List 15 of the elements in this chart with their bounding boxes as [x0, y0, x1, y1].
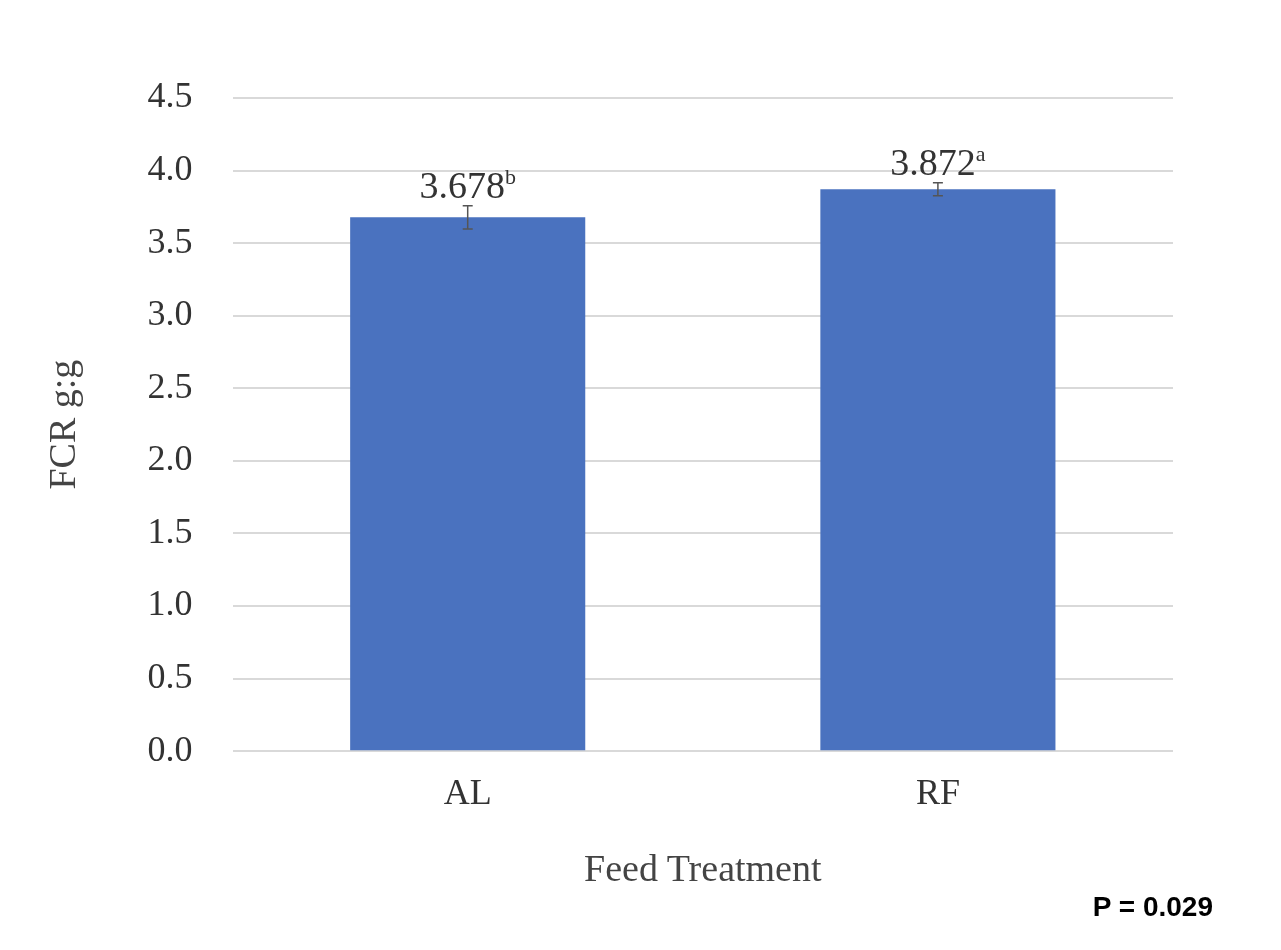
y-tick-label: 0.5: [147, 656, 193, 697]
y-tick-label: 0.0: [147, 728, 193, 769]
y-tick-label: 3.5: [147, 220, 193, 261]
y-tick-label: 2.0: [147, 438, 193, 479]
y-tick-label: 4.0: [147, 148, 193, 189]
y-tick-label: 4.5: [147, 75, 193, 116]
y-tick-label: 3.0: [147, 293, 193, 334]
y-tick-label: 1.0: [147, 583, 193, 624]
y-tick-label: 1.5: [147, 510, 193, 551]
x-axis-title: Feed Treatment: [584, 847, 822, 890]
x-tick-label: AL: [443, 772, 492, 813]
x-tick-label: RF: [915, 772, 960, 813]
y-tick-label: 2.5: [147, 365, 193, 406]
text: P = 0.029: [1092, 890, 1213, 922]
y-axis-title: FCR g:g: [40, 359, 83, 490]
